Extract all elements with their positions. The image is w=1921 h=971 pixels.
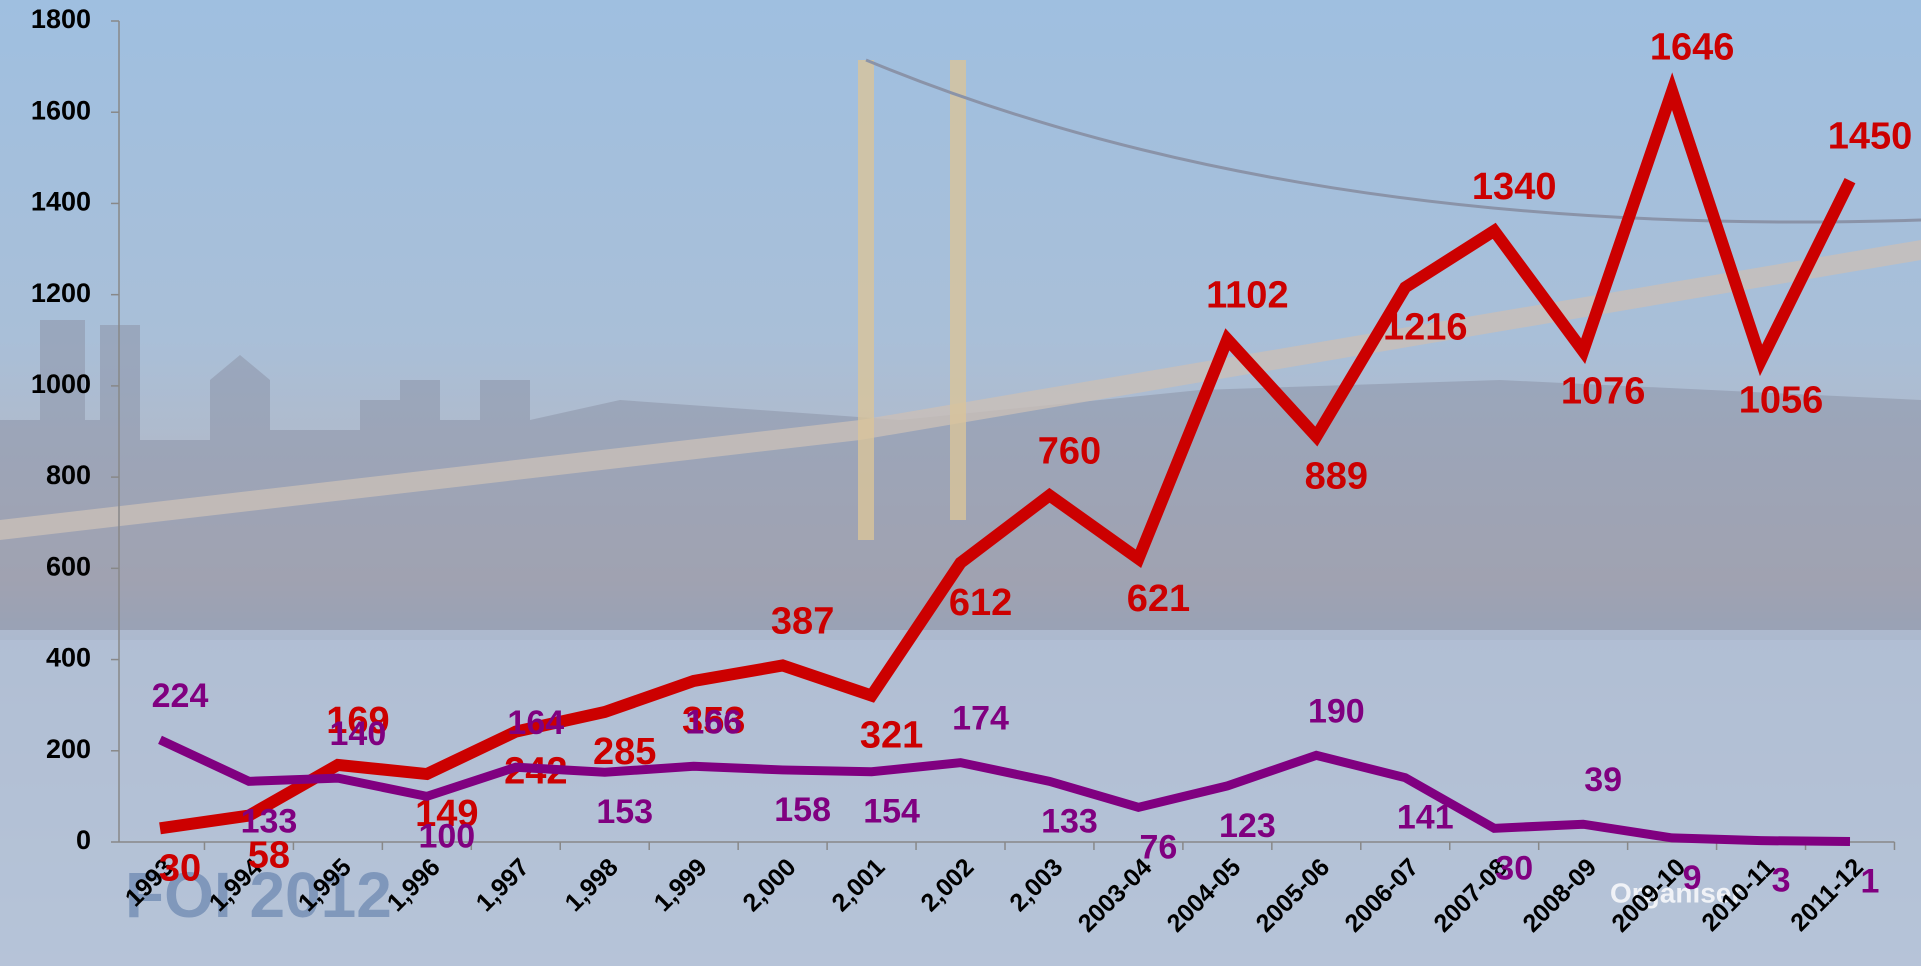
data-label: 321 [860, 715, 923, 757]
data-label: 224 [152, 677, 209, 715]
data-label: 1 [1861, 863, 1880, 901]
data-label: 621 [1127, 578, 1190, 620]
data-label: 612 [949, 582, 1012, 624]
y-tick-label: 1200 [31, 278, 91, 308]
series-line [158, 735, 1851, 847]
bridge-tower [950, 60, 966, 520]
data-label: 353 [682, 700, 745, 742]
data-label: 100 [418, 817, 475, 855]
data-label: 1216 [1383, 306, 1468, 348]
y-tick-label: 400 [46, 643, 91, 673]
data-label: 9 [1683, 859, 1702, 897]
y-tick-label: 1600 [31, 95, 91, 125]
data-label: 3 [1772, 862, 1791, 900]
data-label: 1450 [1828, 116, 1913, 158]
data-label: 133 [1041, 802, 1098, 840]
data-label: 154 [863, 793, 920, 831]
data-label: 1056 [1739, 379, 1824, 421]
logo-text: FOI 2012 [125, 859, 392, 931]
y-tick-label: 800 [46, 460, 91, 490]
data-label: 153 [596, 793, 653, 831]
data-label: 1102 [1206, 274, 1288, 316]
data-label: 1076 [1561, 370, 1646, 412]
data-label: 169 [326, 700, 389, 742]
data-label: 123 [1219, 807, 1276, 845]
data-label: 760 [1038, 430, 1101, 472]
organiser-text: Organiser [1610, 877, 1742, 908]
y-tick-label: 1400 [31, 187, 91, 217]
data-label: 164 [507, 704, 564, 742]
data-label: 889 [1305, 456, 1368, 498]
data-label: 76 [1140, 828, 1178, 866]
series-line [159, 72, 1856, 835]
data-label: 39 [1584, 761, 1622, 799]
y-tick-label: 1000 [31, 369, 91, 399]
data-label: 190 [1308, 692, 1365, 730]
data-label: 166 [685, 703, 742, 741]
water [0, 630, 1921, 966]
y-tick-label: 200 [46, 734, 91, 764]
data-label: 1646 [1650, 26, 1735, 68]
bridge-tower [858, 60, 874, 540]
data-label: 387 [771, 601, 834, 643]
data-label: 30 [1495, 849, 1533, 887]
data-label: 158 [774, 791, 831, 829]
y-tick-label: 0 [76, 825, 91, 855]
data-label: 140 [330, 715, 387, 753]
data-label: 1340 [1472, 166, 1557, 208]
data-label: 30 [159, 847, 201, 889]
data-label: 58 [248, 835, 290, 877]
data-label: 141 [1397, 799, 1454, 837]
bridge-deck [0, 240, 1921, 540]
y-tick-label: 600 [46, 551, 91, 581]
y-tick-label: 1800 [31, 4, 91, 34]
bridge-cable [865, 58, 1921, 224]
data-label: 133 [241, 802, 298, 840]
data-label: 174 [952, 700, 1009, 738]
